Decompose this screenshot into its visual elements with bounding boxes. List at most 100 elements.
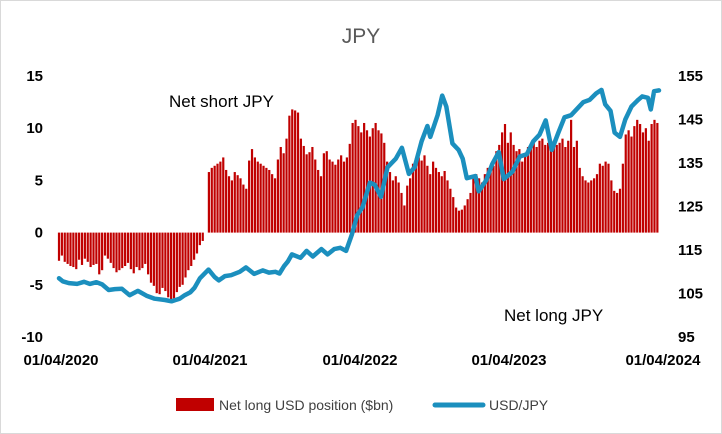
bar-89 xyxy=(317,169,320,233)
bar-51 xyxy=(207,172,210,233)
bar-10 xyxy=(86,232,89,262)
bar-36 xyxy=(161,232,164,288)
bar-109 xyxy=(374,122,377,233)
bar-118 xyxy=(400,192,403,233)
bar-43 xyxy=(181,232,184,285)
bar-168 xyxy=(544,144,547,233)
bar-135 xyxy=(449,188,452,233)
bar-207 xyxy=(656,122,659,233)
bar-173 xyxy=(558,142,561,233)
bar-198 xyxy=(630,136,633,233)
bar-190 xyxy=(607,163,610,233)
bar-21 xyxy=(118,232,121,271)
bar-163 xyxy=(529,144,532,233)
bar-9 xyxy=(83,232,86,259)
bar-131 xyxy=(437,172,440,233)
bar-29 xyxy=(141,232,144,269)
bar-84 xyxy=(302,145,305,233)
bar-164 xyxy=(532,142,535,233)
bar-12 xyxy=(92,232,95,265)
bar-47 xyxy=(193,232,196,260)
bar-99 xyxy=(345,157,348,233)
bar-120 xyxy=(406,185,409,233)
bar-20 xyxy=(115,232,118,273)
bar-144 xyxy=(475,174,478,233)
bar-160 xyxy=(521,161,524,233)
bar-82 xyxy=(296,112,300,233)
bar-150 xyxy=(492,165,495,233)
bar-126 xyxy=(423,155,426,233)
bar-59 xyxy=(230,180,233,233)
right-tick-0: 155 xyxy=(678,68,703,85)
bar-174 xyxy=(561,138,564,233)
bar-87 xyxy=(311,146,314,233)
right-tick-2: 135 xyxy=(678,155,703,172)
bar-28 xyxy=(138,232,141,271)
bar-119 xyxy=(403,205,406,233)
bar-200 xyxy=(636,119,639,233)
bar-39 xyxy=(170,232,173,301)
bar-41 xyxy=(175,232,178,293)
bar-142 xyxy=(469,192,472,233)
bar-111 xyxy=(380,133,383,233)
bar-45 xyxy=(187,232,190,271)
bar-148 xyxy=(486,167,489,233)
bar-50 xyxy=(201,232,204,241)
bar-40 xyxy=(172,232,176,299)
bar-167 xyxy=(541,138,544,233)
bar-56 xyxy=(222,157,225,233)
bar-27 xyxy=(135,232,138,268)
bar-157 xyxy=(512,144,515,233)
bar-95 xyxy=(334,164,337,233)
bar-67 xyxy=(253,157,256,233)
left-tick-4: -5 xyxy=(30,277,43,294)
bar-143 xyxy=(472,178,475,233)
bar-185 xyxy=(593,178,596,233)
bar-63 xyxy=(242,184,245,233)
bar-68 xyxy=(256,161,259,233)
bar-24 xyxy=(126,232,130,263)
bar-58 xyxy=(227,176,231,233)
bar-194 xyxy=(618,188,622,233)
bar-159 xyxy=(518,149,521,233)
bar-57 xyxy=(225,169,228,233)
x-axis-ticks: 01/04/2020 01/04/2021 01/04/2022 01/04/2023… xyxy=(23,352,701,369)
bar-76 xyxy=(279,146,282,233)
usdjpy-line xyxy=(56,87,662,304)
bar-83 xyxy=(299,138,302,233)
bar-204 xyxy=(647,140,650,233)
left-tick-5: -10 xyxy=(21,329,43,346)
bar-13 xyxy=(95,232,98,264)
bar-196 xyxy=(624,134,627,233)
bar-64 xyxy=(245,188,248,233)
bar-91 xyxy=(322,153,325,233)
bar-35 xyxy=(158,232,161,295)
bar-103 xyxy=(357,126,360,233)
bar-78 xyxy=(285,138,288,233)
left-tick-2: 5 xyxy=(35,172,43,189)
bar-138 xyxy=(457,210,461,233)
bar-176 xyxy=(567,140,570,233)
bar-69 xyxy=(259,163,262,233)
bar-122 xyxy=(411,163,415,233)
bar-44 xyxy=(184,232,187,278)
bar-30 xyxy=(144,232,147,264)
left-tick-3: 0 xyxy=(35,225,43,242)
bar-184 xyxy=(590,180,593,233)
bar-124 xyxy=(417,157,420,233)
chart-title: JPY xyxy=(342,25,381,48)
bar-3 xyxy=(66,232,69,264)
annotation-net-short: Net short JPY xyxy=(169,92,274,111)
bar-179 xyxy=(575,140,578,233)
bar-132 xyxy=(440,176,443,233)
bar-17 xyxy=(106,232,109,259)
bar-66 xyxy=(250,149,254,233)
bar-155 xyxy=(506,142,509,233)
bar-199 xyxy=(633,126,636,233)
bar-206 xyxy=(653,119,656,233)
bar-1 xyxy=(60,232,63,256)
right-tick-6: 95 xyxy=(678,329,695,346)
bars-layer xyxy=(57,109,659,301)
